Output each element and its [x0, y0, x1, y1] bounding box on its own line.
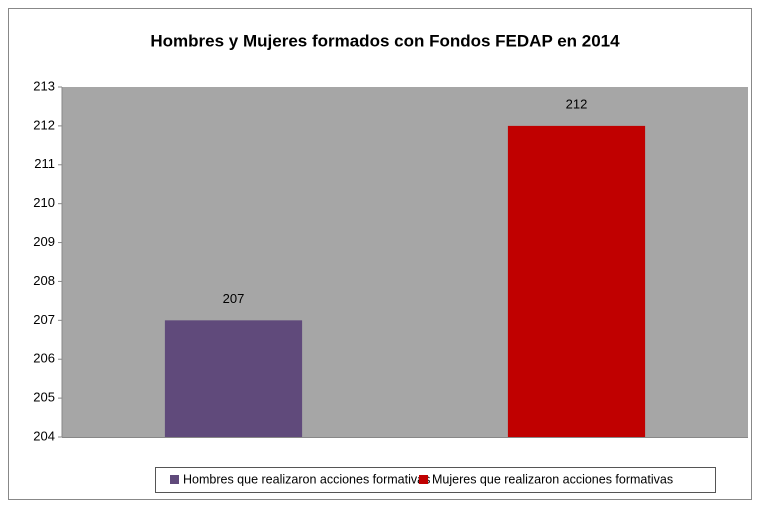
- y-tick-label: 205: [33, 390, 55, 405]
- y-tick-label: 210: [33, 195, 55, 210]
- y-tick-label: 208: [33, 273, 55, 288]
- y-tick-label: 204: [33, 428, 55, 443]
- bar: [507, 125, 646, 437]
- y-tick-label: 206: [33, 351, 55, 366]
- y-tick-label: 212: [33, 117, 55, 132]
- bar: [164, 320, 303, 437]
- data-label: 207: [223, 291, 245, 306]
- y-tick-label: 207: [33, 312, 55, 327]
- y-tick-label: 211: [34, 156, 55, 171]
- legend-label: Hombres que realizaron acciones formativ…: [183, 472, 430, 486]
- data-label: 212: [566, 96, 588, 111]
- y-tick-label: 209: [33, 234, 55, 249]
- y-tick-label: 213: [33, 78, 55, 93]
- legend-label: Mujeres que realizaron acciones formativ…: [432, 472, 673, 486]
- legend-swatch: [170, 475, 179, 484]
- legend-swatch: [419, 475, 428, 484]
- chart-title: Hombres y Mujeres formados con Fondos FE…: [150, 31, 620, 50]
- legend-box: [155, 467, 716, 493]
